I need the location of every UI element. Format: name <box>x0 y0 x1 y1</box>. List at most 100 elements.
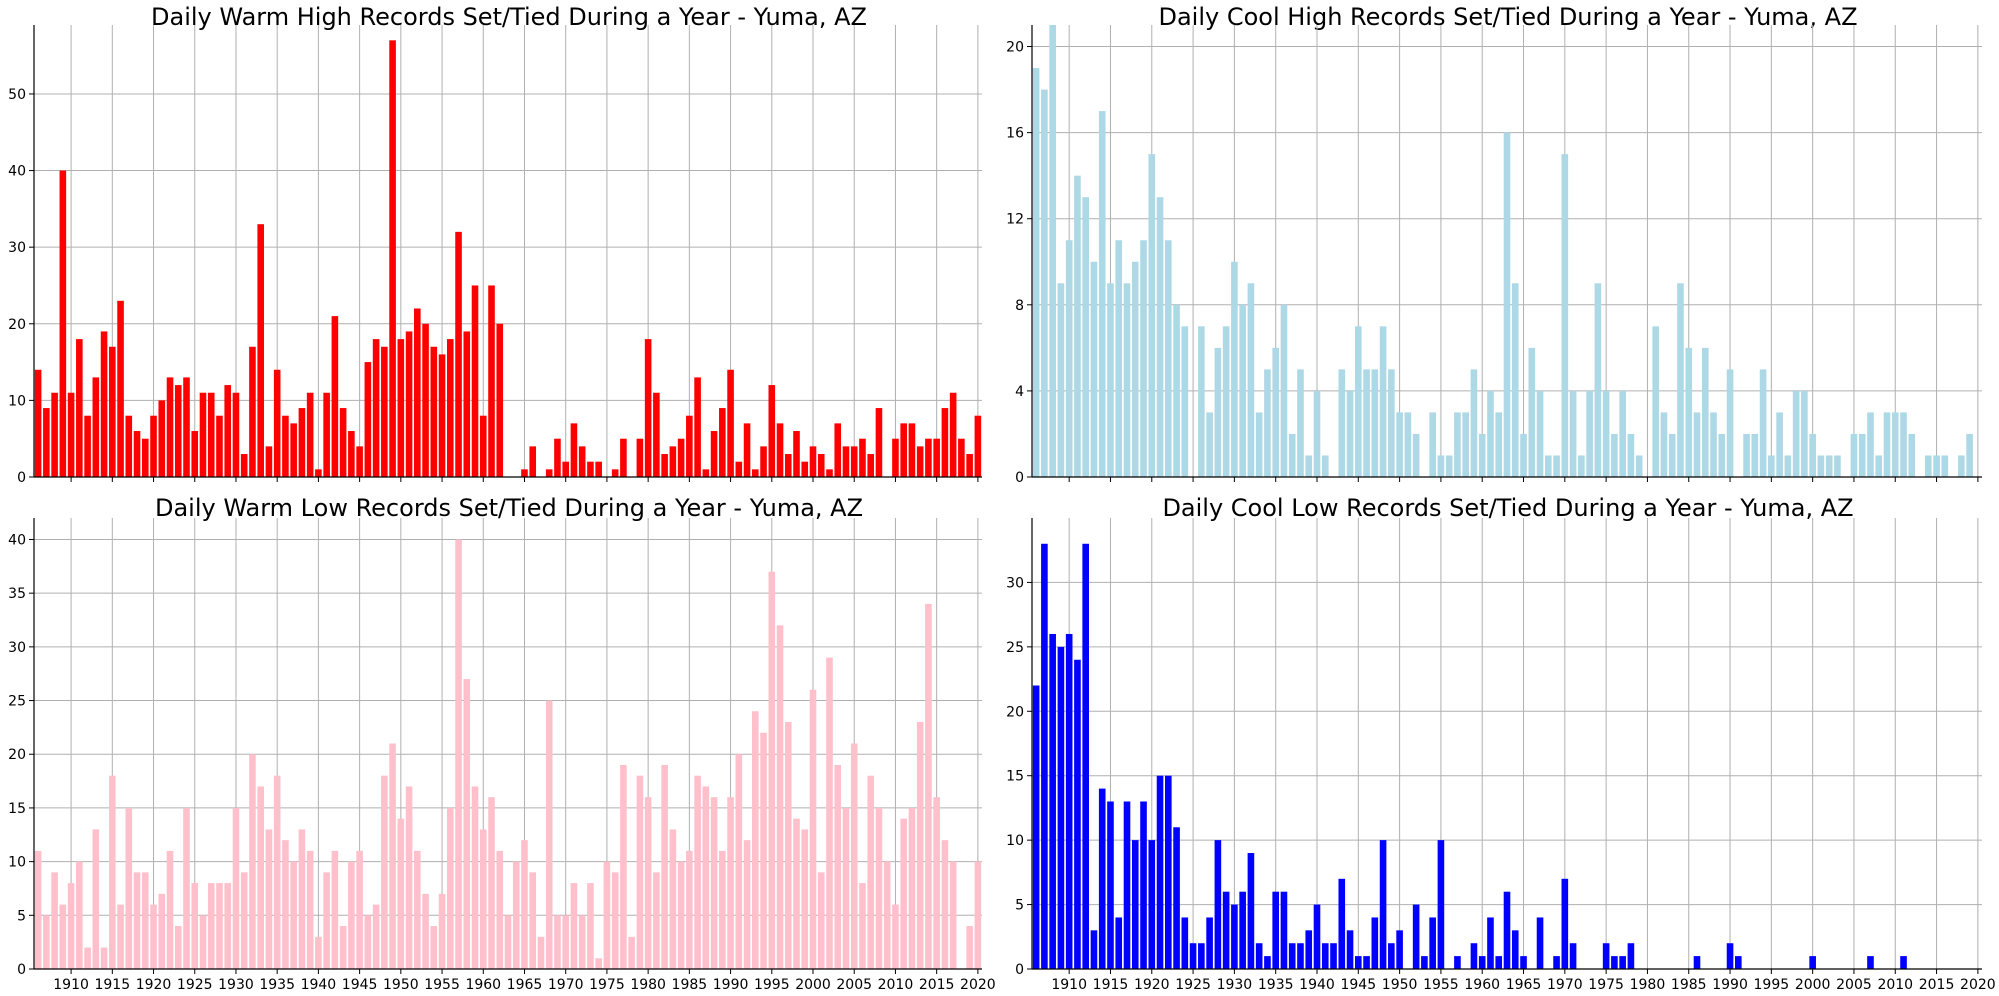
bar-1967 <box>537 936 545 969</box>
bar-2007 <box>867 775 875 969</box>
bar-1990 <box>727 797 734 969</box>
bar-2003 <box>834 423 842 477</box>
bar-1948 <box>1379 326 1387 477</box>
bar-1977 <box>620 438 627 477</box>
bar-1931 <box>240 454 248 477</box>
bar-1920 <box>1148 840 1156 969</box>
bar-1956 <box>447 339 454 477</box>
bar-1931 <box>1239 304 1246 477</box>
bar-1912 <box>84 415 91 477</box>
bar-1935 <box>1272 891 1279 969</box>
bar-1918 <box>1131 840 1139 969</box>
bar-1981 <box>1652 326 1659 477</box>
bar-1959 <box>471 285 479 477</box>
y-tick-label: 20 <box>1006 704 1024 720</box>
bar-1924 <box>1181 326 1189 477</box>
bar-1964 <box>1511 930 1519 969</box>
bar-2001 <box>817 454 825 477</box>
bar-1968 <box>545 700 553 969</box>
x-tick-label: 1940 <box>1299 977 1335 993</box>
bar-1939 <box>306 850 314 969</box>
bar-1992 <box>743 840 751 969</box>
bar-1913 <box>92 377 100 477</box>
bar-2011 <box>900 423 907 477</box>
y-tick-label: 20 <box>1006 40 1024 56</box>
bar-1930 <box>232 392 240 477</box>
bar-1976 <box>611 469 619 477</box>
bar-1973 <box>587 461 594 477</box>
y-tick-label: 25 <box>8 694 26 710</box>
y-tick-label: 5 <box>1015 898 1024 914</box>
bar-1908 <box>51 392 58 477</box>
bar-1925 <box>191 431 199 477</box>
bar-2007 <box>1867 956 1874 969</box>
bar-1951 <box>1404 412 1412 477</box>
bar-2000 <box>809 689 817 969</box>
bar-1907 <box>43 915 50 969</box>
x-tick-label: 1955 <box>1423 977 1459 993</box>
bar-1976 <box>1611 433 1618 477</box>
bar-2001 <box>817 872 825 969</box>
bar-1908 <box>1049 25 1056 477</box>
bar-2002 <box>1825 455 1833 477</box>
bar-2000 <box>809 446 817 477</box>
bar-1977 <box>1619 956 1626 969</box>
bar-1987 <box>702 786 710 969</box>
bar-1965 <box>1520 956 1527 969</box>
bar-1977 <box>1619 390 1626 477</box>
bar-1912 <box>1082 543 1089 969</box>
bar-1993 <box>752 469 759 477</box>
bar-1994 <box>760 446 767 477</box>
bar-1989 <box>1718 433 1726 477</box>
bar-1978 <box>628 936 635 969</box>
bar-2000 <box>1809 433 1816 477</box>
bar-1986 <box>694 775 701 969</box>
bar-1991 <box>1735 956 1742 969</box>
bar-1955 <box>1437 840 1445 969</box>
bar-1998 <box>793 431 800 477</box>
y-tick-label: 16 <box>1006 126 1024 142</box>
bar-2018 <box>1958 455 1965 477</box>
bar-2002 <box>826 657 833 969</box>
bar-1975 <box>1602 390 1610 477</box>
bar-2007 <box>867 454 875 477</box>
bars <box>34 539 982 969</box>
bar-1912 <box>1082 197 1089 477</box>
bar-1958 <box>463 679 471 969</box>
axes: 0 5 10 15 20 25 30 35 40 1910 1915 1920 1925 1930 1935… <box>8 518 996 993</box>
bar-1923 <box>1173 827 1180 969</box>
bar-1933 <box>1255 412 1263 477</box>
bar-1909 <box>59 904 67 969</box>
bar-1940 <box>1313 390 1321 477</box>
x-tick-label: 1965 <box>507 977 543 993</box>
x-tick-label: 2020 <box>1960 977 1996 993</box>
bar-1947 <box>1371 369 1379 477</box>
bar-1987 <box>1701 347 1709 477</box>
bar-1988 <box>710 797 718 969</box>
bar-2006 <box>859 438 866 477</box>
bar-1929 <box>224 385 232 477</box>
bar-1922 <box>1165 775 1172 969</box>
bar-1944 <box>348 861 355 969</box>
bar-1962 <box>1495 956 1503 969</box>
bar-1977 <box>620 764 627 969</box>
x-tick-label: 2010 <box>878 977 914 993</box>
bar-1959 <box>1470 943 1478 969</box>
y-tick-label: 30 <box>8 240 26 256</box>
bar-1950 <box>1396 930 1403 969</box>
bar-1945 <box>356 446 363 477</box>
bar-1915 <box>1107 801 1114 969</box>
bar-1911 <box>1074 175 1081 478</box>
bar-1927 <box>207 392 215 477</box>
bar-2010 <box>892 904 899 969</box>
bar-1992 <box>743 423 751 477</box>
bar-1994 <box>760 732 767 969</box>
bar-2009 <box>1883 412 1891 477</box>
bar-1932 <box>1247 853 1255 969</box>
bar-1930 <box>232 807 240 969</box>
bar-1914 <box>100 947 108 969</box>
x-tick-label: 1980 <box>630 977 666 993</box>
bar-1988 <box>710 431 718 477</box>
bar-1963 <box>1503 132 1511 477</box>
